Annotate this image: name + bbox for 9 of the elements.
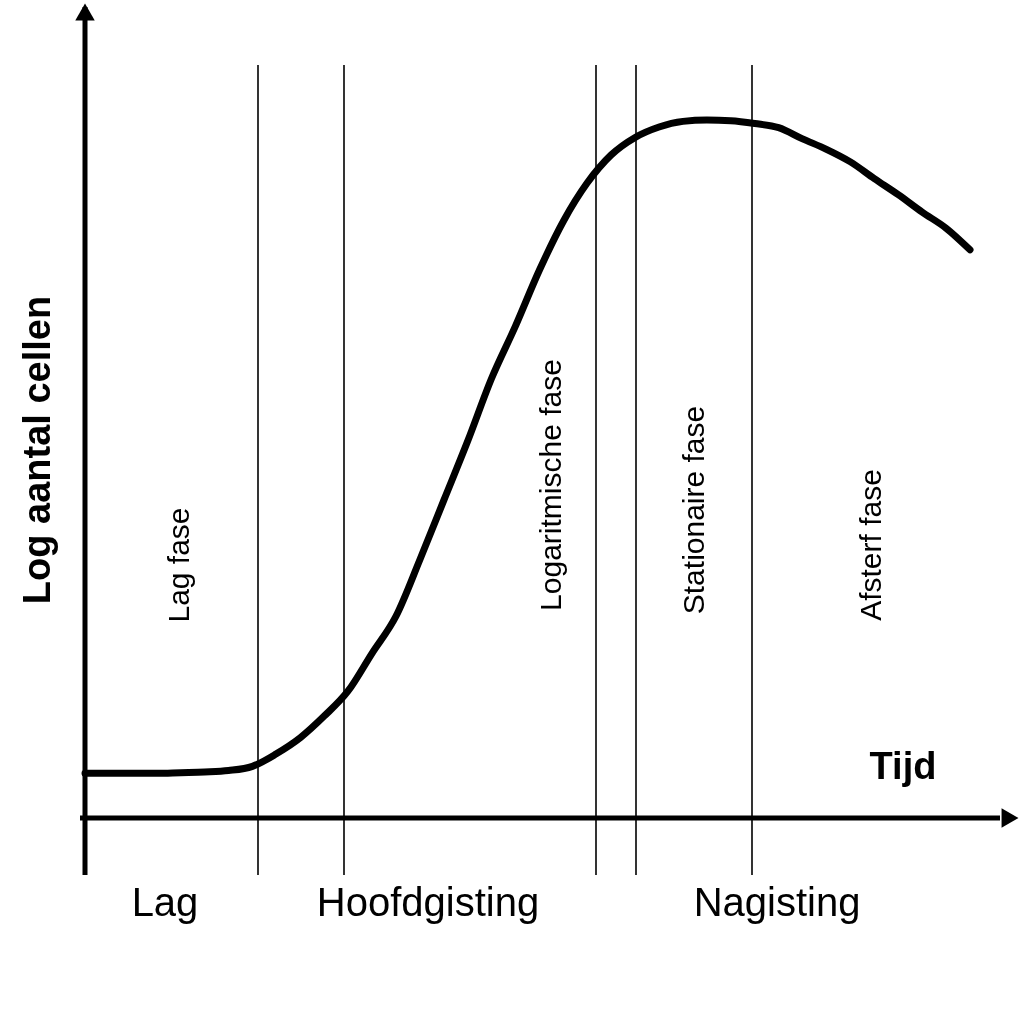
text: Hoofdgisting — [316, 880, 540, 924]
annotation: Stationaire fase — [677, 405, 710, 615]
text: Lag — [131, 880, 199, 924]
y-axis-title: Log aantal cellen — [16, 295, 58, 605]
text: Nagisting — [693, 880, 861, 924]
annotation: Afsterf fase — [854, 469, 887, 621]
annotation: Logaritmische fase — [534, 359, 567, 611]
annotation: Lag fase — [162, 507, 195, 623]
x-axis-title: Tijd — [869, 745, 937, 787]
